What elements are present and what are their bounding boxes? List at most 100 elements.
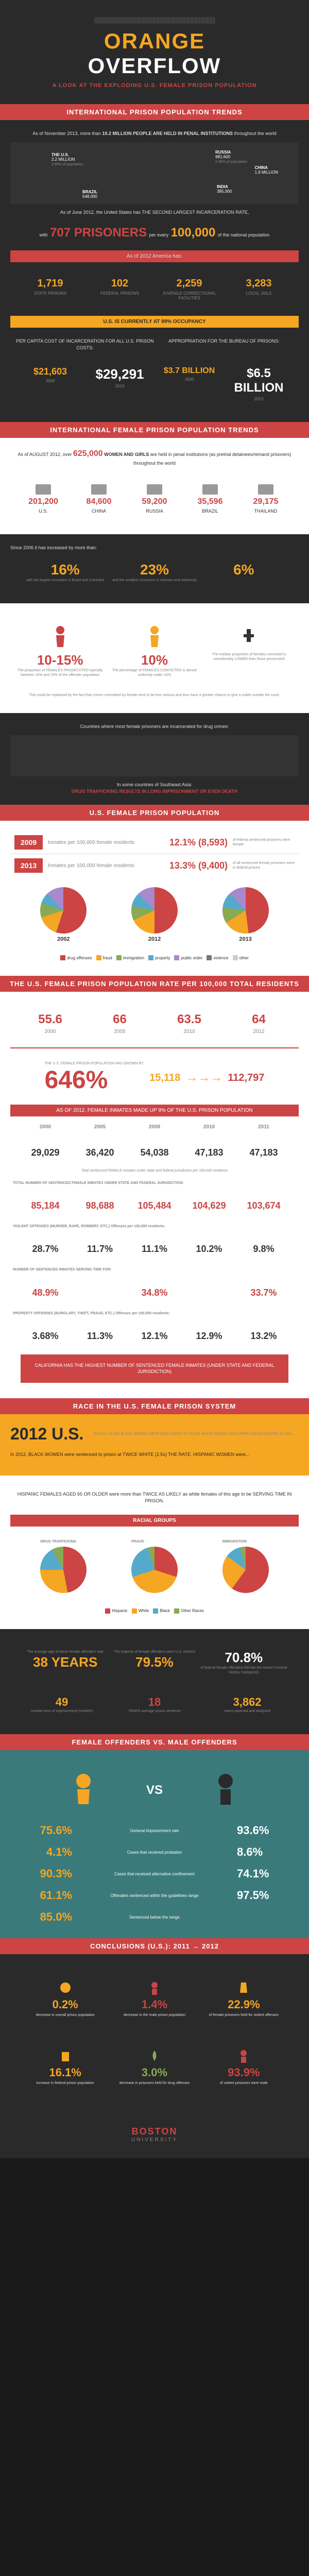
pie-2002: 2002 bbox=[40, 885, 87, 942]
vs-row-1: 4.1%Cases that received probation8.6% bbox=[10, 1841, 299, 1863]
hand-icon bbox=[236, 1980, 251, 1995]
budget-2000: $3.7 BILLION2000 bbox=[154, 364, 224, 404]
legend-fraud: fraud bbox=[96, 955, 112, 960]
ts-1: 36,420 bbox=[73, 1145, 127, 1158]
legend-other: other bbox=[233, 955, 249, 960]
year-2009: 2009 bbox=[14, 835, 43, 850]
ts-4: 47,183 bbox=[236, 1145, 291, 1158]
s5-sub: IN 2012, 23,008 BLACK WOMEN WERE NEW ADD… bbox=[94, 1432, 293, 1436]
section-1-header: INTERNATIONAL PRISON POPULATION TRENDS bbox=[0, 104, 309, 120]
s5-top: 2012 U.S. IN 2012, 23,008 BLACK WOMEN WE… bbox=[10, 1425, 299, 1444]
avg-age: The average age of these female offender… bbox=[21, 1650, 110, 1675]
pct-2013: 13.3% (9,400) bbox=[169, 860, 228, 871]
section-2c: 10-15% The proportion of FEMALES PROSECU… bbox=[0, 603, 309, 713]
yr-2005: 2005 bbox=[73, 1124, 127, 1130]
header: ||||||||||||||||||||||||||||||||||||||||… bbox=[0, 0, 309, 104]
section-5-header: RACE IN THE U.S. FEMALE PRISON SYSTEM bbox=[0, 1398, 309, 1414]
racial-groups-header: RACIAL GROUPS bbox=[10, 1515, 299, 1527]
stat-federal: 102FEDERAL PRISONS bbox=[85, 275, 154, 303]
rate-2010: 63.52010 bbox=[154, 1012, 224, 1035]
race-pies: DRUG TRAFFICKING FRAUD IMMIGRATION bbox=[10, 1532, 299, 1603]
drug-countries: Countries where most female prisoners ar… bbox=[10, 723, 299, 730]
vs-row-3: 61.1%Offenders sentenced within the guid… bbox=[10, 1885, 299, 1906]
s1-june: As of June 2012, the United States has T… bbox=[10, 209, 299, 216]
offense-row-3: 48.9% 34.8% 33.7% bbox=[10, 1278, 299, 1306]
yr-2010: 2010 bbox=[182, 1124, 236, 1130]
female-icon bbox=[68, 1771, 99, 1807]
fence-decoration: ||||||||||||||||||||||||||||||||||||||||… bbox=[10, 15, 299, 24]
race-legend: Hispanic White Black Other Races bbox=[10, 1603, 299, 1619]
flag-icon bbox=[202, 484, 218, 495]
female-icon bbox=[50, 624, 71, 650]
pie-row: 2002 2012 2013 bbox=[10, 877, 299, 950]
stat-local: 3,283LOCAL JAILS bbox=[224, 275, 294, 303]
concl-4: 3.0%decrease in prisoners held for drug … bbox=[110, 2043, 199, 2090]
growth-from: 15,118 bbox=[149, 1072, 180, 1084]
offense-label-3: NUMBER OF SENTENCED INMATES SERVING TIME… bbox=[10, 1262, 299, 1277]
fact-2: 10% The percentage of FEMALES CONVICTED … bbox=[110, 624, 199, 677]
years-header: 2000 2005 2008 2010 2011 bbox=[10, 1116, 299, 1138]
concl-0: 0.2%decrease in overall prison populatio… bbox=[21, 1975, 110, 2022]
yr-2000: 2000 bbox=[18, 1124, 73, 1130]
map-us: THE U.S. 2.2 MILLION 0.69% of population bbox=[52, 152, 83, 167]
pct-increases: 16%with the largest increases in Brazil … bbox=[10, 551, 299, 593]
divider bbox=[10, 1047, 299, 1048]
section-7: 0.2%decrease in overall prison populatio… bbox=[0, 1954, 309, 2111]
offense-row-4: 3.68% 11.3% 12.1% 12.9% 13.2% bbox=[10, 1321, 299, 1349]
flag-icon bbox=[147, 484, 162, 495]
section-5: 2012 U.S. IN 2012, 23,008 BLACK WOMEN WE… bbox=[0, 1414, 309, 1476]
concl-3: 16.1%increase in federal prison populati… bbox=[21, 2043, 110, 2090]
stat-state: 1,719STATE PRISONS bbox=[15, 275, 85, 303]
cost-row: $21,6032000 $29,2912010 $3.7 BILLION2000… bbox=[10, 356, 299, 412]
concl-1: 1.4%decrease in the male prison populati… bbox=[110, 1975, 199, 2022]
offense-row-1: 28.7% 11.7% 11.1% 10.2% 9.8% bbox=[10, 1234, 299, 1262]
legend-drug: drug offenses bbox=[60, 955, 92, 960]
approp-label: APPROPRIATION FOR THE BUREAU OF PRISONS: bbox=[154, 338, 294, 351]
section-5b: HISPANIC FEMALES AGED 65 OR OLDER were m… bbox=[0, 1476, 309, 1629]
map-india: INDIA 385,000 bbox=[217, 184, 232, 194]
rate-2000: 55.62000 bbox=[15, 1012, 85, 1035]
race-text: In 2012, BLACK WOMEN were sentenced to p… bbox=[10, 1444, 299, 1466]
pie-drug: DRUG TRAFFICKING bbox=[40, 1539, 87, 1596]
world-map: THE U.S. 2.2 MILLION 0.69% of population… bbox=[10, 142, 299, 204]
vs-row-0: 75.6%General imprisonment rate93.6% bbox=[10, 1820, 299, 1841]
ts-3: 47,183 bbox=[182, 1145, 236, 1158]
conclusions-row-2: 16.1%increase in federal prison populati… bbox=[10, 2032, 299, 2100]
row-2009: 2009 Inmates per 100,000 female resident… bbox=[10, 831, 299, 854]
country-thailand: 29,175THAILAND bbox=[238, 484, 294, 514]
section-6: VS 75.6%General imprisonment rate93.6% 4… bbox=[0, 1750, 309, 1938]
pct-2009: 12.1% (8,593) bbox=[169, 837, 228, 848]
percapita-label: PER CAPITA COST OF INCARCERATION FOR ALL… bbox=[15, 338, 154, 351]
pct-23: 23%and the smallest increases in Vietnam… bbox=[110, 562, 199, 583]
footer-logo: BOSTON bbox=[15, 2126, 294, 2137]
section-2d: Countries where most female prisoners ar… bbox=[0, 713, 309, 805]
section-4-header: THE U.S. FEMALE PRISON POPULATION RATE P… bbox=[0, 976, 309, 992]
pie-2012: 2012 bbox=[131, 885, 178, 942]
citizens: The majority of female offenders were U.… bbox=[110, 1650, 199, 1675]
ts-2: 54,038 bbox=[127, 1145, 182, 1158]
sun-icon bbox=[58, 1980, 73, 1995]
male-icon bbox=[210, 1771, 241, 1807]
three-facts: 10-15% The proportion of FEMALES PROSECU… bbox=[10, 614, 299, 688]
main-title: ORANGE OVERFLOW bbox=[10, 29, 299, 78]
flag-icon bbox=[258, 484, 273, 495]
explain-text: This could be explained by the fact that… bbox=[10, 688, 299, 703]
leg-white: White bbox=[132, 1608, 149, 1614]
male-avatar bbox=[163, 1771, 288, 1809]
person-icon bbox=[236, 2048, 251, 2063]
offense-legend: drug offenses fraud immigration property… bbox=[10, 950, 299, 965]
legend-immigration: immigration bbox=[116, 955, 144, 960]
stat-juvenile: 2,259JUVENILE CORRECTIONAL FACILITIES bbox=[154, 275, 224, 303]
per-100k: 100,000 bbox=[171, 226, 216, 240]
country-brazil: 35,596BRAZIL bbox=[182, 484, 238, 514]
cost-2000: $21,6032000 bbox=[15, 364, 85, 404]
ts-label: Total sentenced FEMALE inmates under sta… bbox=[10, 1166, 299, 1176]
gavel-icon bbox=[238, 624, 259, 650]
section-2-header: INTERNATIONAL FEMALE PRISON POPULATION T… bbox=[0, 422, 309, 438]
rate-statement: with 707 PRISONERS per every 100,000 of … bbox=[10, 221, 299, 245]
concl-5: 93.9%of violent prisoners were male bbox=[199, 2043, 288, 2090]
section-3: 2009 Inmates per 100,000 female resident… bbox=[0, 821, 309, 976]
offense-label-0: TOTAL NUMBER OF SENTENCED FEMALE INMATES… bbox=[10, 1176, 299, 1191]
offense-row-0: 85,184 98,688 105,484 104,629 103,674 bbox=[10, 1191, 299, 1219]
section-2: As of AUGUST 2012, over 625,000 WOMEN AN… bbox=[0, 438, 309, 534]
